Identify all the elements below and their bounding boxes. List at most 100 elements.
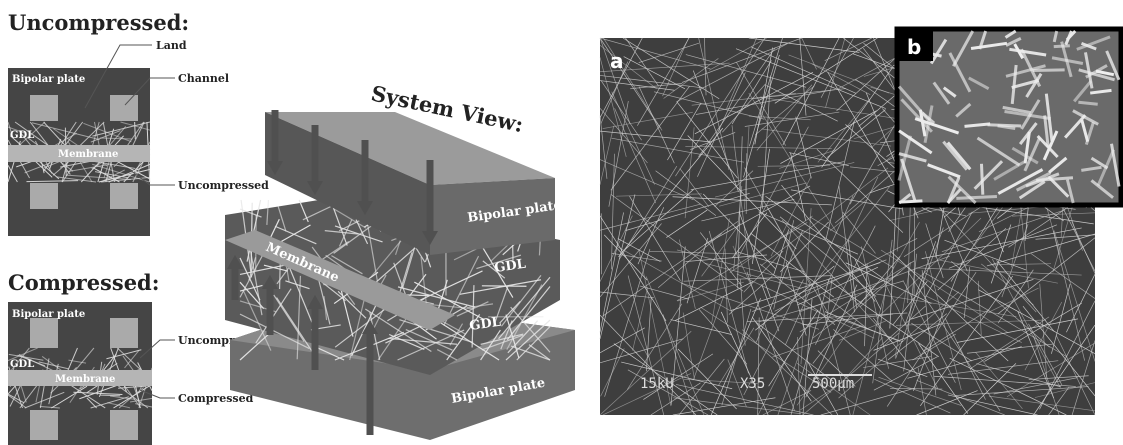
fiber xyxy=(92,121,151,137)
fiber xyxy=(1060,41,1073,78)
fiber xyxy=(657,232,722,288)
fiber xyxy=(946,177,961,204)
fiber xyxy=(492,285,509,327)
fiber xyxy=(239,334,269,361)
fiber xyxy=(760,96,910,122)
fiber xyxy=(861,246,889,369)
fiber xyxy=(500,274,542,327)
fiber xyxy=(675,384,814,416)
fiber xyxy=(673,397,801,415)
fiber xyxy=(1035,234,1096,240)
fiber xyxy=(599,80,675,91)
fiber xyxy=(944,239,1027,271)
fiber xyxy=(954,386,1089,396)
fiber xyxy=(516,326,551,361)
land xyxy=(30,410,58,440)
arrowhead xyxy=(262,275,278,289)
fiber xyxy=(726,37,757,109)
fiber xyxy=(117,161,151,180)
fiber xyxy=(7,126,26,134)
fiber xyxy=(743,54,780,178)
fiber xyxy=(611,137,745,163)
fiber xyxy=(632,287,648,351)
fiber xyxy=(1051,283,1071,354)
fiber xyxy=(914,117,960,135)
fiber xyxy=(646,297,652,372)
fiber xyxy=(331,255,363,275)
fiber xyxy=(124,350,140,369)
fiber xyxy=(655,170,717,216)
fiber xyxy=(599,115,608,179)
fiber xyxy=(528,344,551,361)
fiber xyxy=(1095,69,1115,77)
fiber xyxy=(599,212,624,333)
fiber xyxy=(898,129,933,155)
fiber xyxy=(677,348,737,410)
fiber xyxy=(814,225,876,345)
arrowhead xyxy=(267,161,283,175)
fiber xyxy=(1017,310,1055,399)
fiber xyxy=(1043,115,1050,147)
fiber xyxy=(676,249,813,286)
fiber xyxy=(774,37,878,104)
fiber xyxy=(298,199,309,223)
fiber xyxy=(824,37,872,61)
fiber xyxy=(1012,212,1096,217)
fiber xyxy=(715,162,855,198)
fiber xyxy=(826,109,886,158)
fiber xyxy=(956,318,1078,343)
fiber xyxy=(947,394,1038,416)
label: Bipolar plate xyxy=(12,309,85,320)
fiber xyxy=(614,108,657,204)
fiber xyxy=(599,327,645,354)
fiber xyxy=(39,406,60,409)
fiber xyxy=(1066,274,1096,333)
callout: Uncompressed xyxy=(178,179,269,192)
fiber xyxy=(388,337,458,345)
fiber xyxy=(757,354,789,416)
fiber xyxy=(820,37,854,98)
fiber xyxy=(239,313,310,350)
fiber xyxy=(459,279,542,295)
fiber xyxy=(1033,324,1096,416)
fiber xyxy=(946,141,972,171)
fiber xyxy=(979,163,985,195)
fiber xyxy=(817,99,870,163)
fiber xyxy=(750,46,857,94)
fiber xyxy=(600,61,629,124)
fiber xyxy=(904,241,937,326)
fiber xyxy=(812,271,901,339)
fiber xyxy=(481,334,524,351)
fiber xyxy=(800,255,950,312)
fiber xyxy=(752,317,812,402)
fiber xyxy=(912,333,957,361)
fiber xyxy=(907,201,911,303)
fiber xyxy=(248,257,257,281)
fiber xyxy=(838,291,960,399)
fiber xyxy=(984,302,1082,362)
fiber xyxy=(507,320,539,354)
fiber xyxy=(750,232,835,298)
fiber xyxy=(883,281,939,389)
fiber xyxy=(848,240,857,308)
fiber xyxy=(239,257,261,301)
fiber xyxy=(599,108,648,164)
fiber xyxy=(1063,114,1087,139)
fiber xyxy=(610,153,615,270)
fiber xyxy=(898,199,923,204)
fiber xyxy=(746,271,795,411)
callout: Compressed xyxy=(178,392,254,405)
fiber xyxy=(874,378,951,414)
fiber xyxy=(1110,143,1121,187)
fiber xyxy=(630,83,683,90)
fiber xyxy=(324,230,358,235)
fiber xyxy=(907,346,1022,379)
fiber xyxy=(926,295,1022,343)
fiber xyxy=(1090,88,1112,95)
fiber xyxy=(788,54,890,94)
fiber xyxy=(407,273,427,299)
fiber xyxy=(611,253,662,262)
fiber xyxy=(351,297,381,357)
fiber xyxy=(334,225,383,243)
fiber xyxy=(701,199,795,222)
